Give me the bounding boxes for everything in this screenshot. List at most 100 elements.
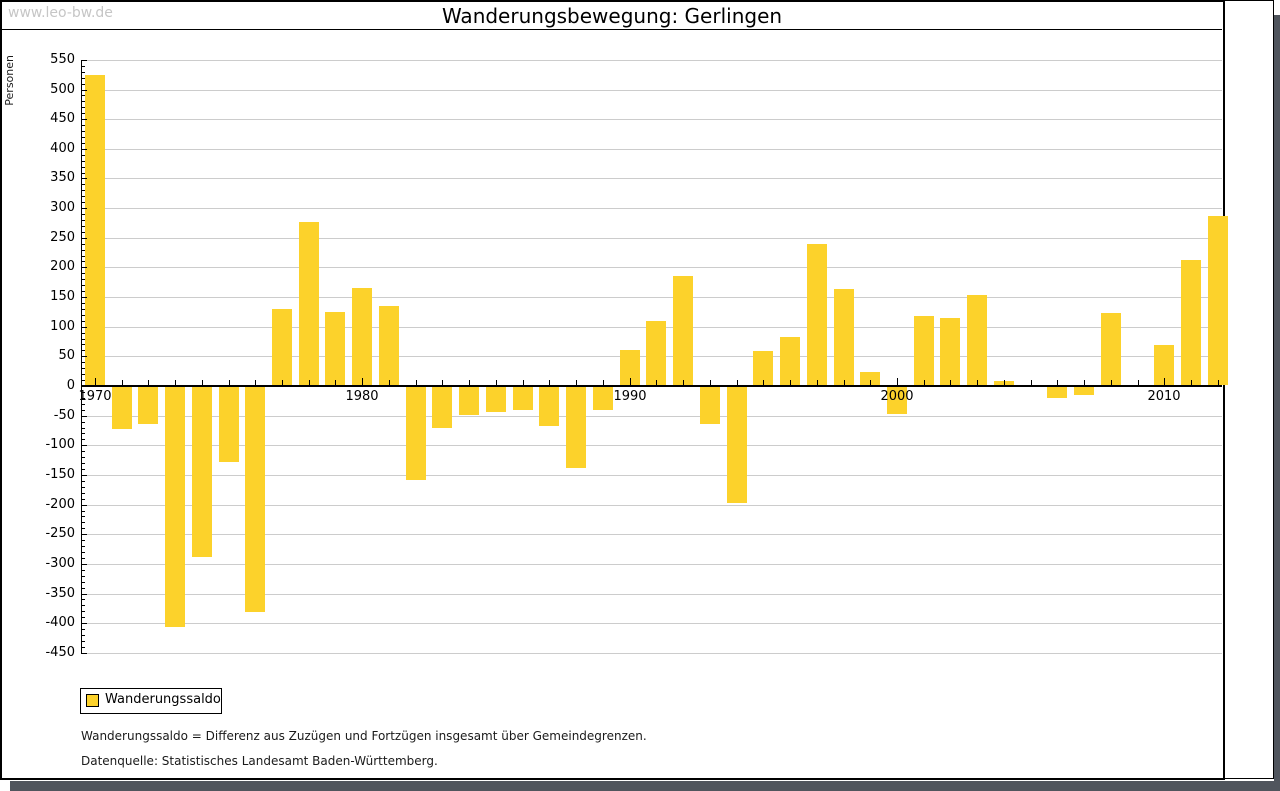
x-tick-label: 2010 bbox=[1147, 389, 1181, 404]
x-minor-tick bbox=[389, 380, 390, 385]
y-tick-label: -50 bbox=[53, 408, 75, 423]
y-major-tick bbox=[81, 386, 87, 387]
x-minor-tick bbox=[763, 380, 764, 385]
bar-1974 bbox=[192, 387, 212, 557]
x-minor-tick bbox=[496, 380, 497, 385]
x-minor-tick bbox=[1138, 380, 1139, 385]
bar-2003 bbox=[967, 295, 987, 385]
bar-2008 bbox=[1101, 313, 1121, 385]
bar-1982 bbox=[406, 387, 426, 480]
y-tick-label: 250 bbox=[50, 230, 75, 245]
y-minor-tick bbox=[81, 339, 85, 340]
x-minor-tick bbox=[924, 380, 925, 385]
y-minor-tick bbox=[81, 576, 85, 577]
y-minor-tick bbox=[81, 309, 85, 310]
y-tick-label: 450 bbox=[50, 111, 75, 126]
y-gridline bbox=[81, 653, 1222, 654]
y-minor-tick bbox=[81, 196, 85, 197]
bar-1996 bbox=[780, 337, 800, 385]
y-tick-label: 150 bbox=[50, 289, 75, 304]
bar-1976 bbox=[245, 387, 265, 612]
y-minor-tick bbox=[81, 605, 85, 606]
y-minor-tick bbox=[81, 78, 85, 79]
y-gridline bbox=[81, 564, 1222, 565]
y-major-tick bbox=[81, 178, 87, 179]
bar-2001 bbox=[914, 316, 934, 385]
legend-label: Wanderungssaldo bbox=[105, 692, 221, 707]
x-minor-tick bbox=[175, 380, 176, 385]
x-tick-label: 1990 bbox=[613, 389, 647, 404]
x-tick-label: 2000 bbox=[880, 389, 914, 404]
y-major-tick bbox=[81, 356, 87, 357]
y-tick-label: 0 bbox=[66, 378, 75, 393]
bar-1995 bbox=[753, 351, 773, 385]
y-minor-tick bbox=[81, 66, 85, 67]
x-major-tick bbox=[362, 378, 363, 385]
x-minor-tick bbox=[737, 380, 738, 385]
x-minor-tick bbox=[844, 380, 845, 385]
x-minor-tick bbox=[656, 380, 657, 385]
x-minor-tick bbox=[1004, 380, 1005, 385]
bar-1993 bbox=[700, 387, 720, 424]
y-minor-tick bbox=[81, 333, 85, 334]
y-tick-label: 100 bbox=[50, 319, 75, 334]
y-minor-tick bbox=[81, 481, 85, 482]
x-minor-tick bbox=[683, 380, 684, 385]
y-minor-tick bbox=[81, 202, 85, 203]
y-minor-tick bbox=[81, 214, 85, 215]
y-minor-tick bbox=[81, 552, 85, 553]
y-minor-tick bbox=[81, 256, 85, 257]
y-gridline bbox=[81, 416, 1222, 417]
chart-frame bbox=[0, 0, 1225, 780]
y-major-tick bbox=[81, 594, 87, 595]
y-gridline bbox=[81, 475, 1222, 476]
y-major-tick bbox=[81, 90, 87, 91]
y-minor-tick bbox=[81, 433, 85, 434]
y-minor-tick bbox=[81, 161, 85, 162]
y-minor-tick bbox=[81, 72, 85, 73]
y-minor-tick bbox=[81, 451, 85, 452]
bar-1983 bbox=[432, 387, 452, 428]
x-minor-tick bbox=[442, 380, 443, 385]
y-major-tick bbox=[81, 208, 87, 209]
y-tick-label: 500 bbox=[50, 82, 75, 97]
y-tick-label: 300 bbox=[50, 200, 75, 215]
x-major-tick bbox=[1164, 378, 1165, 385]
bar-1985 bbox=[486, 387, 506, 412]
bar-1989 bbox=[593, 387, 613, 410]
bar-1973 bbox=[165, 387, 185, 627]
y-gridline bbox=[81, 208, 1222, 209]
x-major-tick bbox=[95, 378, 96, 385]
bar-1999 bbox=[860, 372, 880, 385]
y-tick-label: -450 bbox=[45, 645, 75, 660]
y-minor-tick bbox=[81, 392, 85, 393]
y-minor-tick bbox=[81, 374, 85, 375]
bar-2012 bbox=[1208, 216, 1228, 385]
x-minor-tick bbox=[309, 380, 310, 385]
y-major-tick bbox=[81, 297, 87, 298]
x-minor-tick bbox=[1084, 380, 1085, 385]
x-minor-tick bbox=[282, 380, 283, 385]
y-minor-tick bbox=[81, 173, 85, 174]
x-minor-tick bbox=[870, 380, 871, 385]
y-tick-label: -350 bbox=[45, 586, 75, 601]
bar-1986 bbox=[513, 387, 533, 410]
y-minor-tick bbox=[81, 244, 85, 245]
y-minor-tick bbox=[81, 131, 85, 132]
y-major-tick bbox=[81, 505, 87, 506]
y-minor-tick bbox=[81, 101, 85, 102]
y-gridline bbox=[81, 238, 1222, 239]
bar-1978 bbox=[299, 222, 319, 385]
y-minor-tick bbox=[81, 617, 85, 618]
x-minor-tick bbox=[335, 380, 336, 385]
y-minor-tick bbox=[81, 350, 85, 351]
y-minor-tick bbox=[81, 315, 85, 316]
bar-1981 bbox=[379, 306, 399, 385]
y-major-tick bbox=[81, 653, 87, 654]
x-minor-tick bbox=[950, 380, 951, 385]
y-minor-tick bbox=[81, 398, 85, 399]
y-minor-tick bbox=[81, 220, 85, 221]
y-minor-tick bbox=[81, 143, 85, 144]
y-minor-tick bbox=[81, 629, 85, 630]
